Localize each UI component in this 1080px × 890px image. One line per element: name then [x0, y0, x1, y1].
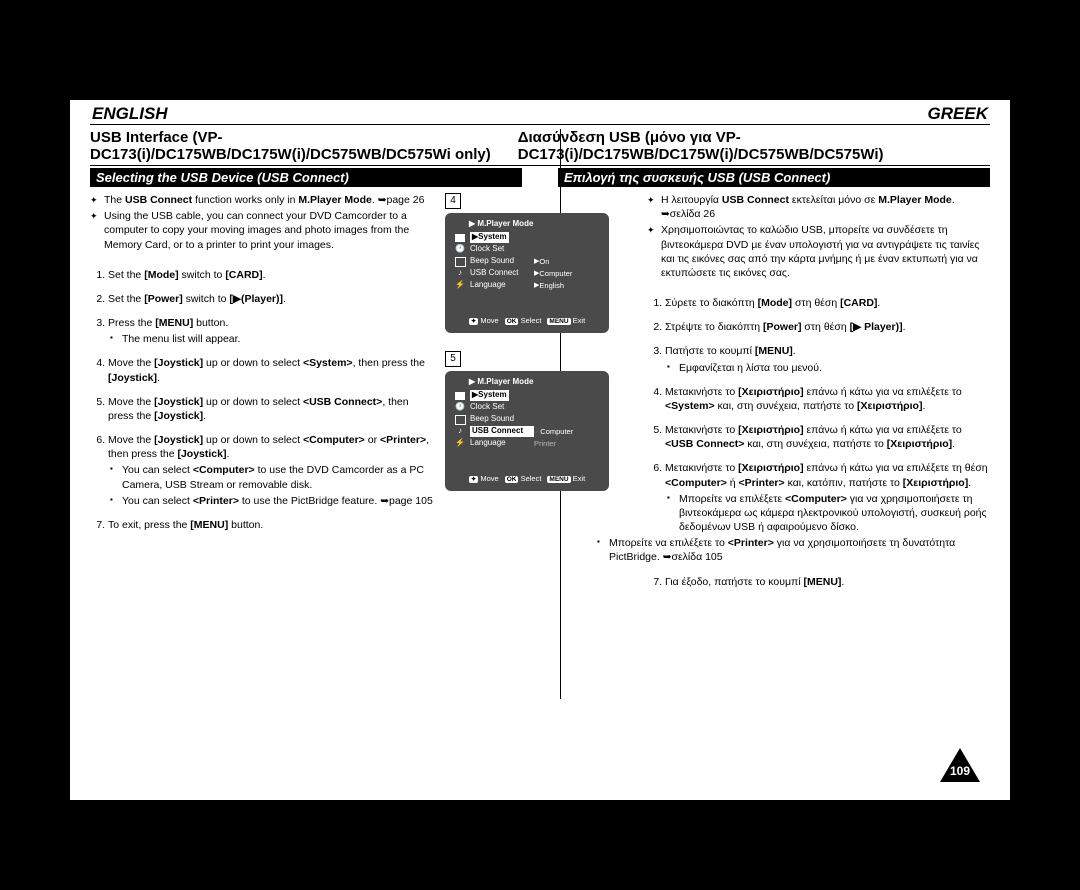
- step-item: Στρέψτε το διακόπτη [Power] στη θέση [▶ …: [665, 320, 990, 334]
- steps-gr: Σύρετε το διακόπτη [Mode] στη θέση [CARD…: [647, 296, 990, 589]
- lang-english: ENGLISH: [90, 104, 170, 124]
- menu-beep: Beep Sound: [470, 414, 534, 425]
- screens-column: 4 ▶ M.Player Mode ▶System 🕐Clock Set Bee…: [445, 187, 635, 599]
- sound-icon: ♪: [453, 426, 467, 437]
- usb-icon: ⚡: [453, 280, 467, 291]
- screen-number-4: 4: [445, 193, 461, 209]
- steps-en: Set the [Mode] switch to [CARD]. Set the…: [90, 268, 433, 532]
- menu-language: Language: [470, 438, 534, 449]
- step-item: Μετακινήστε το [Χειριστήριο] επάνω ή κάτ…: [665, 461, 990, 564]
- remote-icon: [453, 256, 467, 267]
- step-item: Press the [MENU] button. The menu list w…: [108, 316, 433, 346]
- step-item: Move the [Joystick] up or down to select…: [108, 395, 433, 423]
- menu-english: English: [539, 281, 564, 291]
- step-item: Move the [Joystick] up or down to select…: [108, 356, 433, 384]
- lang-greek: GREEK: [926, 104, 990, 124]
- substep-item: The menu list will appear.: [122, 332, 433, 346]
- exit-hint: MENU Exit: [547, 474, 585, 485]
- menu-language: Language: [470, 280, 534, 291]
- screen-mode-title: ▶ M.Player Mode: [453, 377, 601, 388]
- menu-computer: Computer: [539, 269, 572, 279]
- intro-list-en: The USB Connect function works only in M…: [90, 193, 433, 252]
- screen-number-5: 5: [445, 351, 461, 367]
- intro-item: Χρησιμοποιώντας το καλώδιο USB, μπορείτε…: [661, 223, 990, 280]
- sound-icon: ♪: [453, 268, 467, 279]
- substep-item: Εμφανίζεται η λίστα του μενού.: [679, 361, 990, 375]
- right-column: Η λειτουργία USB Connect εκτελείται μόνο…: [635, 187, 990, 599]
- exit-hint: MENU Exit: [547, 316, 585, 327]
- section-row: Selecting the USB Device (USB Connect) Ε…: [90, 168, 990, 187]
- play-icon: ▶: [469, 219, 475, 228]
- section-right: Επιλογή της συσκευής USB (USB Connect): [558, 168, 990, 187]
- substep-item: You can select <Printer> to use the Pict…: [122, 494, 433, 508]
- menu-beep: Beep Sound: [470, 256, 534, 267]
- lcd-screen-5: ▶ M.Player Mode ▶System 🕐Clock Set Beep …: [445, 371, 609, 491]
- usb-icon: ⚡: [453, 438, 467, 449]
- page-number-text: 109: [940, 764, 980, 778]
- language-header: ENGLISH GREEK: [90, 104, 990, 125]
- intro-item: Η λειτουργία USB Connect εκτελείται μόνο…: [661, 193, 990, 221]
- lcd-screen-4: ▶ M.Player Mode ▶System 🕐Clock Set Beep …: [445, 213, 609, 333]
- substep-item: You can select <Computer> to use the DVD…: [122, 463, 433, 491]
- move-hint: ✦ Move: [469, 474, 499, 485]
- intro-item: The USB Connect function works only in M…: [104, 193, 433, 207]
- system-icon: [453, 232, 467, 243]
- move-hint: ✦ Move: [469, 316, 499, 327]
- menu-system: ▶System: [470, 390, 509, 401]
- step-item: Set the [Power] switch to [▶(Player)].: [108, 292, 433, 306]
- screen-footer: ✦ Move OK Select MENU Exit: [453, 316, 601, 327]
- title-left: USB Interface (VP-DC173(i)/DC175WB/DC175…: [90, 129, 518, 163]
- substep-item: Μπορείτε να επιλέξετε <Computer> για να …: [679, 492, 990, 535]
- screen-mode-title: ▶ M.Player Mode: [453, 219, 601, 230]
- menu-printer: Printer: [534, 439, 556, 449]
- select-hint: OK Select: [505, 474, 542, 485]
- substep-item: Μπορείτε να επιλέξετε το <Printer> για ν…: [609, 536, 990, 564]
- step-item: Move the [Joystick] up or down to select…: [108, 433, 433, 508]
- menu-usb-hl: USB Connect: [470, 426, 534, 437]
- screen-footer: ✦ Move OK Select MENU Exit: [453, 474, 601, 485]
- menu-computer-check: ✓Computer: [534, 427, 573, 437]
- section-left: Selecting the USB Device (USB Connect): [90, 168, 522, 187]
- left-column: The USB Connect function works only in M…: [90, 187, 445, 599]
- clock-icon: 🕐: [453, 244, 467, 255]
- step-item: To exit, press the [MENU] button.: [108, 518, 433, 532]
- menu-usb: USB Connect: [470, 268, 534, 279]
- step-item: Πατήστε το κουμπί [MENU]. Εμφανίζεται η …: [665, 344, 990, 374]
- remote-icon: [453, 414, 467, 425]
- menu-system: ▶System: [470, 232, 509, 243]
- page-number: 109: [940, 748, 980, 788]
- intro-item: Using the USB cable, you can connect you…: [104, 209, 433, 252]
- step-item: Για έξοδο, πατήστε το κουμπί [MENU].: [665, 575, 990, 589]
- body-row: The USB Connect function works only in M…: [90, 187, 990, 599]
- title-right: Διασύνδεση USB (μόνο για VP-DC173(i)/DC1…: [518, 129, 990, 163]
- title-row: USB Interface (VP-DC173(i)/DC175WB/DC175…: [90, 125, 990, 166]
- step-item: Σύρετε το διακόπτη [Mode] στη θέση [CARD…: [665, 296, 990, 310]
- step-item: Set the [Mode] switch to [CARD].: [108, 268, 433, 282]
- select-hint: OK Select: [505, 316, 542, 327]
- step-item: Μετακινήστε το [Χειριστήριο] επάνω ή κάτ…: [665, 423, 990, 451]
- manual-page: ENGLISH GREEK USB Interface (VP-DC173(i)…: [70, 100, 1010, 800]
- system-icon: [453, 390, 467, 401]
- menu-clock: Clock Set: [470, 244, 534, 255]
- intro-list-gr: Η λειτουργία USB Connect εκτελείται μόνο…: [647, 193, 990, 280]
- menu-on: On: [539, 257, 549, 267]
- menu-clock: Clock Set: [470, 402, 534, 413]
- step-item: Μετακινήστε το [Χειριστήριο] επάνω ή κάτ…: [665, 385, 990, 413]
- play-icon: ▶: [469, 377, 475, 386]
- clock-icon: 🕐: [453, 402, 467, 413]
